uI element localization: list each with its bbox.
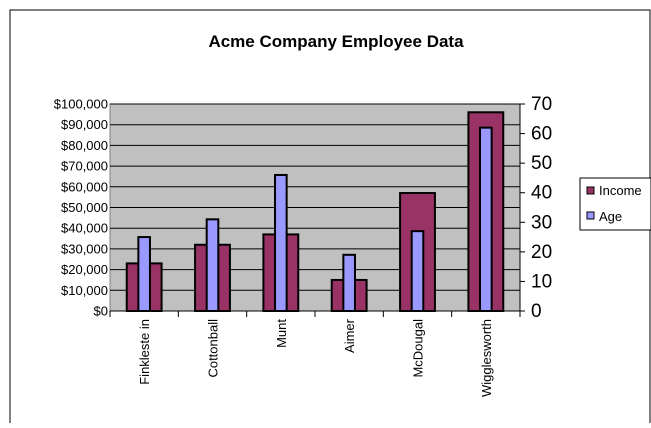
category-label: Munt bbox=[274, 319, 289, 348]
left-tick-label: $70,000 bbox=[61, 159, 108, 174]
left-tick-label: $40,000 bbox=[61, 221, 108, 236]
bar-age bbox=[479, 126, 493, 312]
category-label: Finkleste in bbox=[137, 319, 152, 385]
right-tick-label: 70 bbox=[531, 94, 552, 115]
left-tick-label: $50,000 bbox=[61, 200, 108, 215]
left-tick-label: $0 bbox=[94, 304, 108, 319]
bar-age bbox=[274, 173, 288, 312]
category-label: Wigglesworth bbox=[479, 319, 494, 397]
left-tick-label: $20,000 bbox=[61, 262, 108, 277]
left-tick-label: $10,000 bbox=[61, 283, 108, 298]
bar-age bbox=[137, 236, 151, 312]
legend-swatch-income bbox=[586, 186, 595, 195]
legend-label-income: Income bbox=[599, 183, 642, 198]
left-tick-label: $60,000 bbox=[61, 179, 108, 194]
right-tick-label: 30 bbox=[531, 212, 552, 233]
left-tick-label: $30,000 bbox=[61, 241, 108, 256]
left-tick-label: $80,000 bbox=[61, 138, 108, 153]
left-tick-label: $90,000 bbox=[61, 117, 108, 132]
chart-title: Acme Company Employee Data bbox=[208, 32, 464, 51]
right-tick-label: 50 bbox=[531, 153, 552, 174]
right-tick-label: 10 bbox=[531, 271, 552, 292]
legend-swatch-age bbox=[586, 211, 595, 220]
right-tick-label: 0 bbox=[531, 301, 542, 322]
right-tick-label: 20 bbox=[531, 242, 552, 263]
category-label: Cottonball bbox=[206, 319, 221, 378]
bar-age bbox=[205, 218, 220, 312]
left-tick-label: $100,000 bbox=[54, 97, 108, 112]
bar-age bbox=[342, 253, 356, 312]
bar-age bbox=[410, 230, 425, 313]
category-label: McDougal bbox=[411, 319, 426, 378]
category-label: Aimer bbox=[342, 318, 357, 353]
legend-label-age: Age bbox=[599, 209, 622, 224]
right-tick-label: 40 bbox=[531, 183, 552, 204]
right-tick-label: 60 bbox=[531, 124, 552, 145]
